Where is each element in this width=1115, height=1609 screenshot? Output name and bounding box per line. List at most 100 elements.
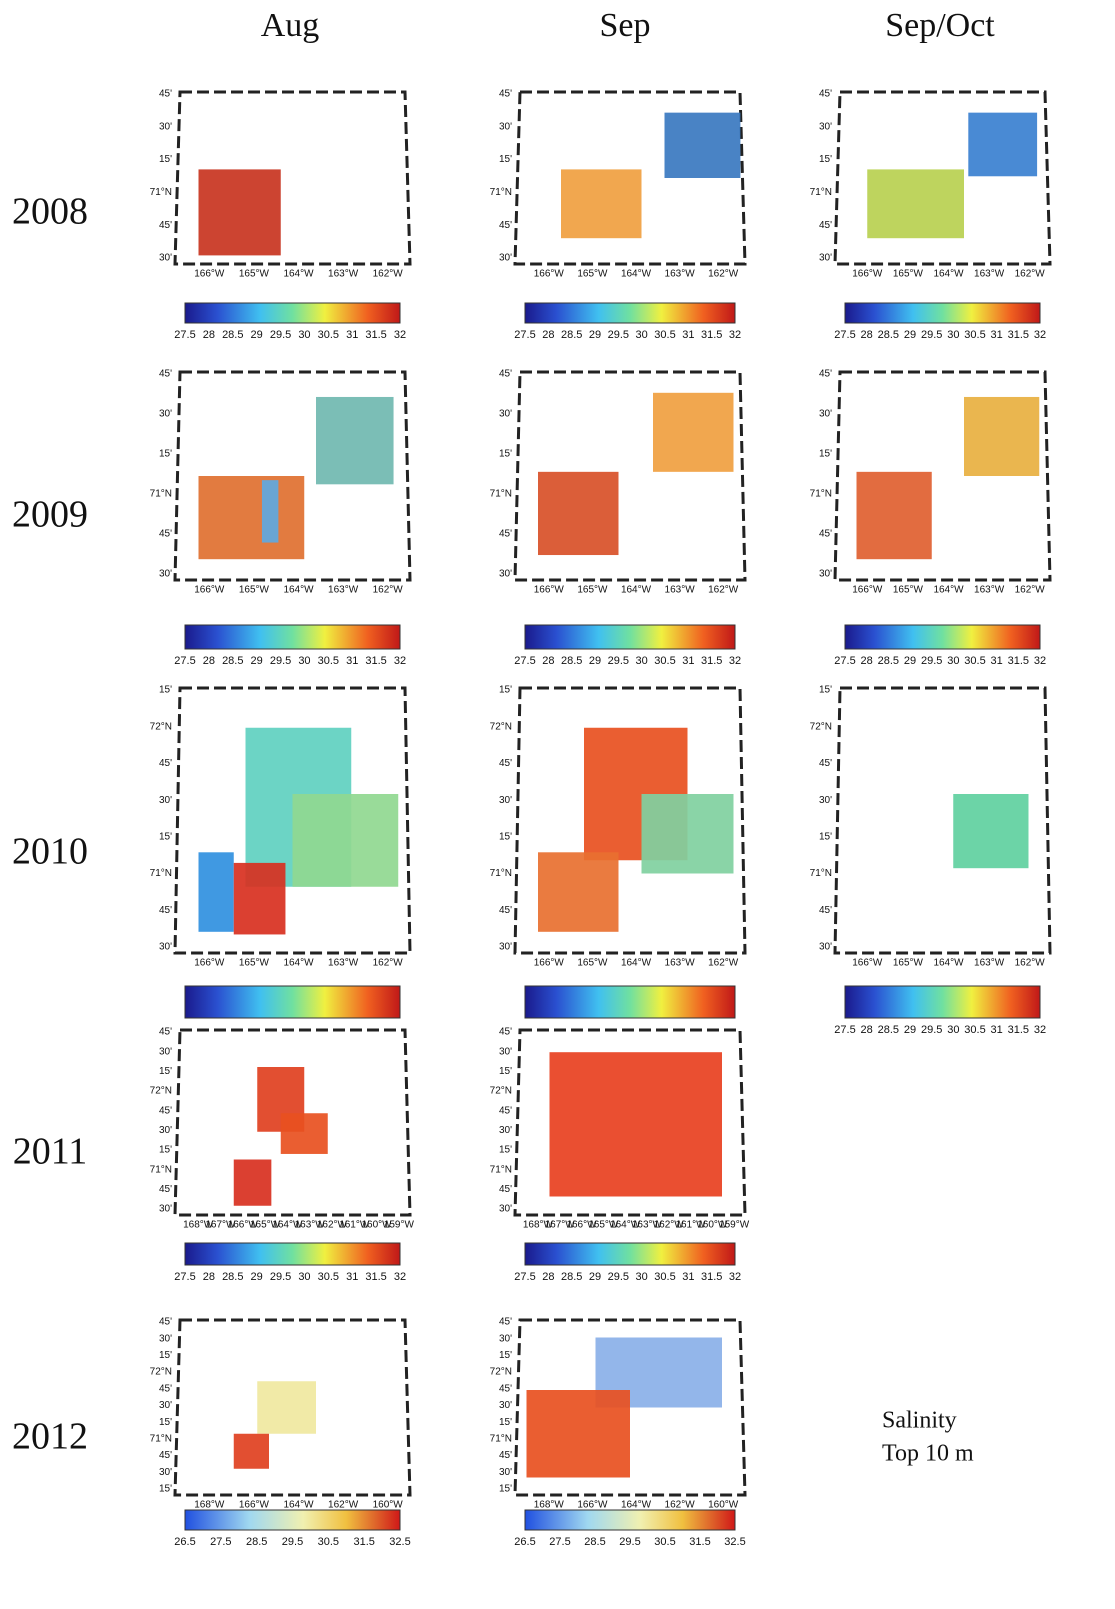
colorbar-label: 31 bbox=[991, 655, 1003, 667]
lon-label: 166°W bbox=[194, 958, 225, 969]
colorbar bbox=[524, 302, 736, 324]
colorbar-label: 31.5 bbox=[701, 329, 722, 341]
colorbar-label: 29 bbox=[904, 329, 916, 341]
colorbar-label: 29.5 bbox=[619, 1536, 640, 1548]
lat-label: 45' bbox=[159, 369, 172, 380]
lat-label: 15' bbox=[499, 831, 512, 842]
colorbar-label: 28 bbox=[542, 1271, 554, 1283]
lon-label: 163°W bbox=[328, 958, 359, 969]
colorbar-label: 32 bbox=[1034, 329, 1046, 341]
lon-label: 166°W bbox=[228, 1220, 259, 1231]
colorbar-label: 29.5 bbox=[608, 1271, 629, 1283]
colorbar-label: 27.5 bbox=[549, 1536, 570, 1548]
colorbar-label: 32 bbox=[1034, 655, 1046, 667]
salinity-field bbox=[233, 1433, 269, 1469]
colorbar-label: 29.5 bbox=[270, 329, 291, 341]
lon-label: 166°W bbox=[852, 269, 883, 280]
lat-label: 15' bbox=[499, 449, 512, 460]
lat-label: 72°N bbox=[490, 1367, 512, 1378]
colorbar-label: 32 bbox=[394, 655, 406, 667]
lat-label: 30' bbox=[499, 1400, 512, 1411]
lat-label: 30' bbox=[499, 1046, 512, 1057]
lon-label: 162°W bbox=[708, 269, 739, 280]
colorbar-label: 31 bbox=[682, 329, 694, 341]
lat-label: 45' bbox=[499, 1105, 512, 1116]
colorbar-label: 31.5 bbox=[1008, 329, 1029, 341]
lon-label: 165°W bbox=[893, 585, 924, 596]
colorbar-label: 30 bbox=[947, 1024, 959, 1036]
colorbar-label: 30.5 bbox=[964, 655, 985, 667]
salinity-field bbox=[292, 794, 399, 887]
lon-label: 162°W bbox=[328, 1500, 359, 1511]
lat-label: 30' bbox=[159, 253, 172, 264]
lat-label: 30' bbox=[819, 121, 832, 132]
lon-label: 163°W bbox=[328, 585, 359, 596]
lat-label: 30' bbox=[499, 1204, 512, 1215]
lat-label: 15' bbox=[159, 154, 172, 165]
lon-label: 166°W bbox=[566, 1220, 597, 1231]
colorbar-label: 29.5 bbox=[270, 655, 291, 667]
lat-label: 15' bbox=[159, 1484, 172, 1495]
lat-label: 45' bbox=[159, 1450, 172, 1461]
colorbar-label: 29.5 bbox=[921, 329, 942, 341]
colorbar-label: 32 bbox=[729, 655, 741, 667]
lat-label: 45' bbox=[499, 1450, 512, 1461]
lon-label: 166°W bbox=[534, 585, 565, 596]
lat-label: 15' bbox=[159, 1066, 172, 1077]
lat-label: 30' bbox=[499, 795, 512, 806]
salinity-field bbox=[856, 471, 932, 560]
lat-label: 45' bbox=[159, 1027, 172, 1038]
colorbar-label: 31.5 bbox=[353, 1536, 374, 1548]
lon-label: 163°W bbox=[974, 585, 1005, 596]
colorbar-label: 29 bbox=[251, 1271, 263, 1283]
lat-label: 72°N bbox=[150, 721, 172, 732]
lat-label: 30' bbox=[819, 409, 832, 420]
colorbar-label: 29 bbox=[251, 655, 263, 667]
lon-label: 164°W bbox=[621, 958, 652, 969]
lat-label: 15' bbox=[499, 1145, 512, 1156]
lon-label: 162°W bbox=[1015, 269, 1046, 280]
lat-label: 72°N bbox=[490, 1086, 512, 1097]
colorbar-label: 31 bbox=[346, 1271, 358, 1283]
colorbar-label: 32 bbox=[394, 329, 406, 341]
lat-label: 15' bbox=[499, 1350, 512, 1361]
colorbar bbox=[184, 985, 401, 1019]
colorbar-label: 30.5 bbox=[318, 1536, 339, 1548]
lon-label: 164°W bbox=[933, 585, 964, 596]
colorbar bbox=[524, 1242, 736, 1266]
lat-label: 30' bbox=[819, 253, 832, 264]
lon-label: 163°W bbox=[328, 269, 359, 280]
lat-label: 15' bbox=[819, 831, 832, 842]
lon-label: 162°W bbox=[654, 1220, 685, 1231]
lon-label: 162°W bbox=[373, 269, 404, 280]
lon-label: 161°W bbox=[675, 1220, 706, 1231]
lat-label: 45' bbox=[159, 1184, 172, 1195]
colorbar-label: 29.5 bbox=[608, 655, 629, 667]
colorbar-label: 30.5 bbox=[964, 1024, 985, 1036]
lon-label: 165°W bbox=[893, 269, 924, 280]
colorbar-label: 27.5 bbox=[514, 655, 535, 667]
lat-label: 45' bbox=[159, 1105, 172, 1116]
lon-label: 163°W bbox=[974, 269, 1005, 280]
salinity-field bbox=[953, 794, 1029, 869]
lon-label: 163°W bbox=[974, 958, 1005, 969]
colorbar-label: 27.5 bbox=[834, 1024, 855, 1036]
lon-label: 164°W bbox=[283, 269, 314, 280]
note: Salinity bbox=[882, 1408, 957, 1434]
colorbar-label: 28 bbox=[861, 655, 873, 667]
lat-label: 45' bbox=[159, 905, 172, 916]
colorbar-label: 31.5 bbox=[1008, 655, 1029, 667]
colorbar-label: 27.5 bbox=[174, 329, 195, 341]
lat-label: 71°N bbox=[810, 868, 832, 879]
lat-label: 30' bbox=[159, 569, 172, 580]
colorbar-label: 30.5 bbox=[654, 329, 675, 341]
lat-label: 30' bbox=[159, 795, 172, 806]
lon-label: 166°W bbox=[852, 958, 883, 969]
lat-label: 15' bbox=[159, 1350, 172, 1361]
colorbar-label: 28.5 bbox=[584, 1536, 605, 1548]
lat-label: 71°N bbox=[490, 187, 512, 198]
lat-label: 30' bbox=[499, 253, 512, 264]
lat-label: 45' bbox=[499, 529, 512, 540]
row-label: 2009 bbox=[12, 494, 88, 536]
